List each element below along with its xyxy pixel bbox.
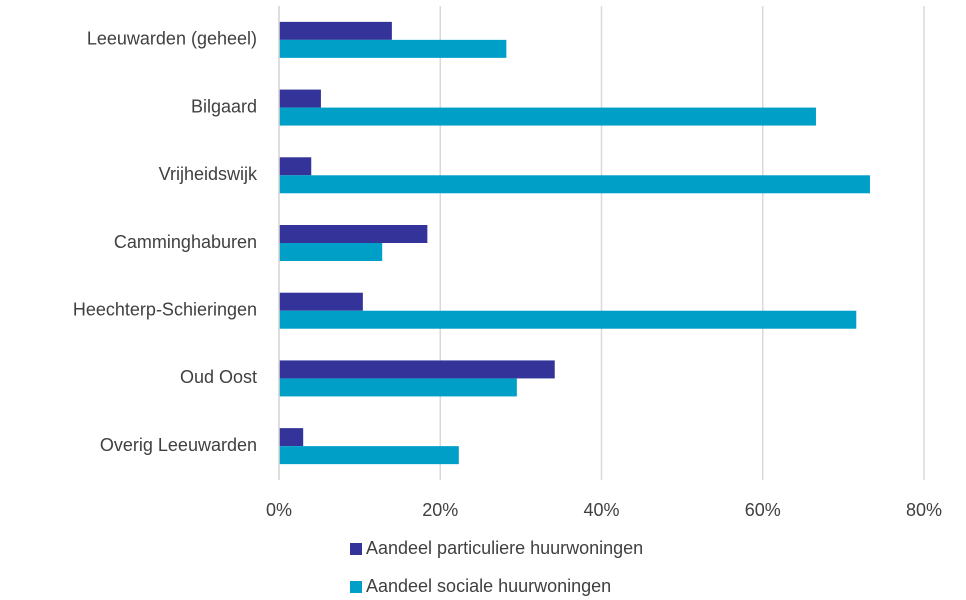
bar (279, 175, 870, 194)
bar (279, 310, 857, 329)
x-tick-label: 40% (583, 500, 619, 520)
x-tick-label: 0% (266, 500, 292, 520)
y-tick-label: Leeuwarden (geheel) (87, 29, 257, 49)
y-tick-label: Vrijheidswijk (159, 164, 258, 184)
bar (279, 360, 555, 379)
bar (279, 446, 459, 465)
bar (279, 107, 816, 126)
bar (279, 225, 428, 243)
bar (279, 378, 517, 397)
bar (279, 243, 383, 261)
x-tick-label: 60% (745, 500, 781, 520)
bar (279, 157, 312, 176)
bar (279, 21, 392, 40)
y-tick-label: Camminghaburen (114, 232, 257, 252)
bar (279, 39, 507, 58)
y-tick-label: Heechterp-Schieringen (73, 299, 257, 319)
bar (279, 428, 304, 447)
y-tick-label: Overig Leeuwarden (100, 435, 257, 455)
bar (279, 292, 363, 311)
y-tick-label: Bilgaard (191, 96, 257, 116)
legend-label: Aandeel sociale huurwoningen (366, 576, 611, 596)
legend-swatch (350, 543, 362, 555)
x-tick-label: 20% (422, 500, 458, 520)
x-tick-label: 80% (906, 500, 942, 520)
bar (279, 89, 321, 108)
legend-swatch (350, 581, 362, 593)
y-tick-label: Oud Oost (180, 367, 257, 387)
legend-label: Aandeel particuliere huurwoningen (366, 538, 643, 558)
